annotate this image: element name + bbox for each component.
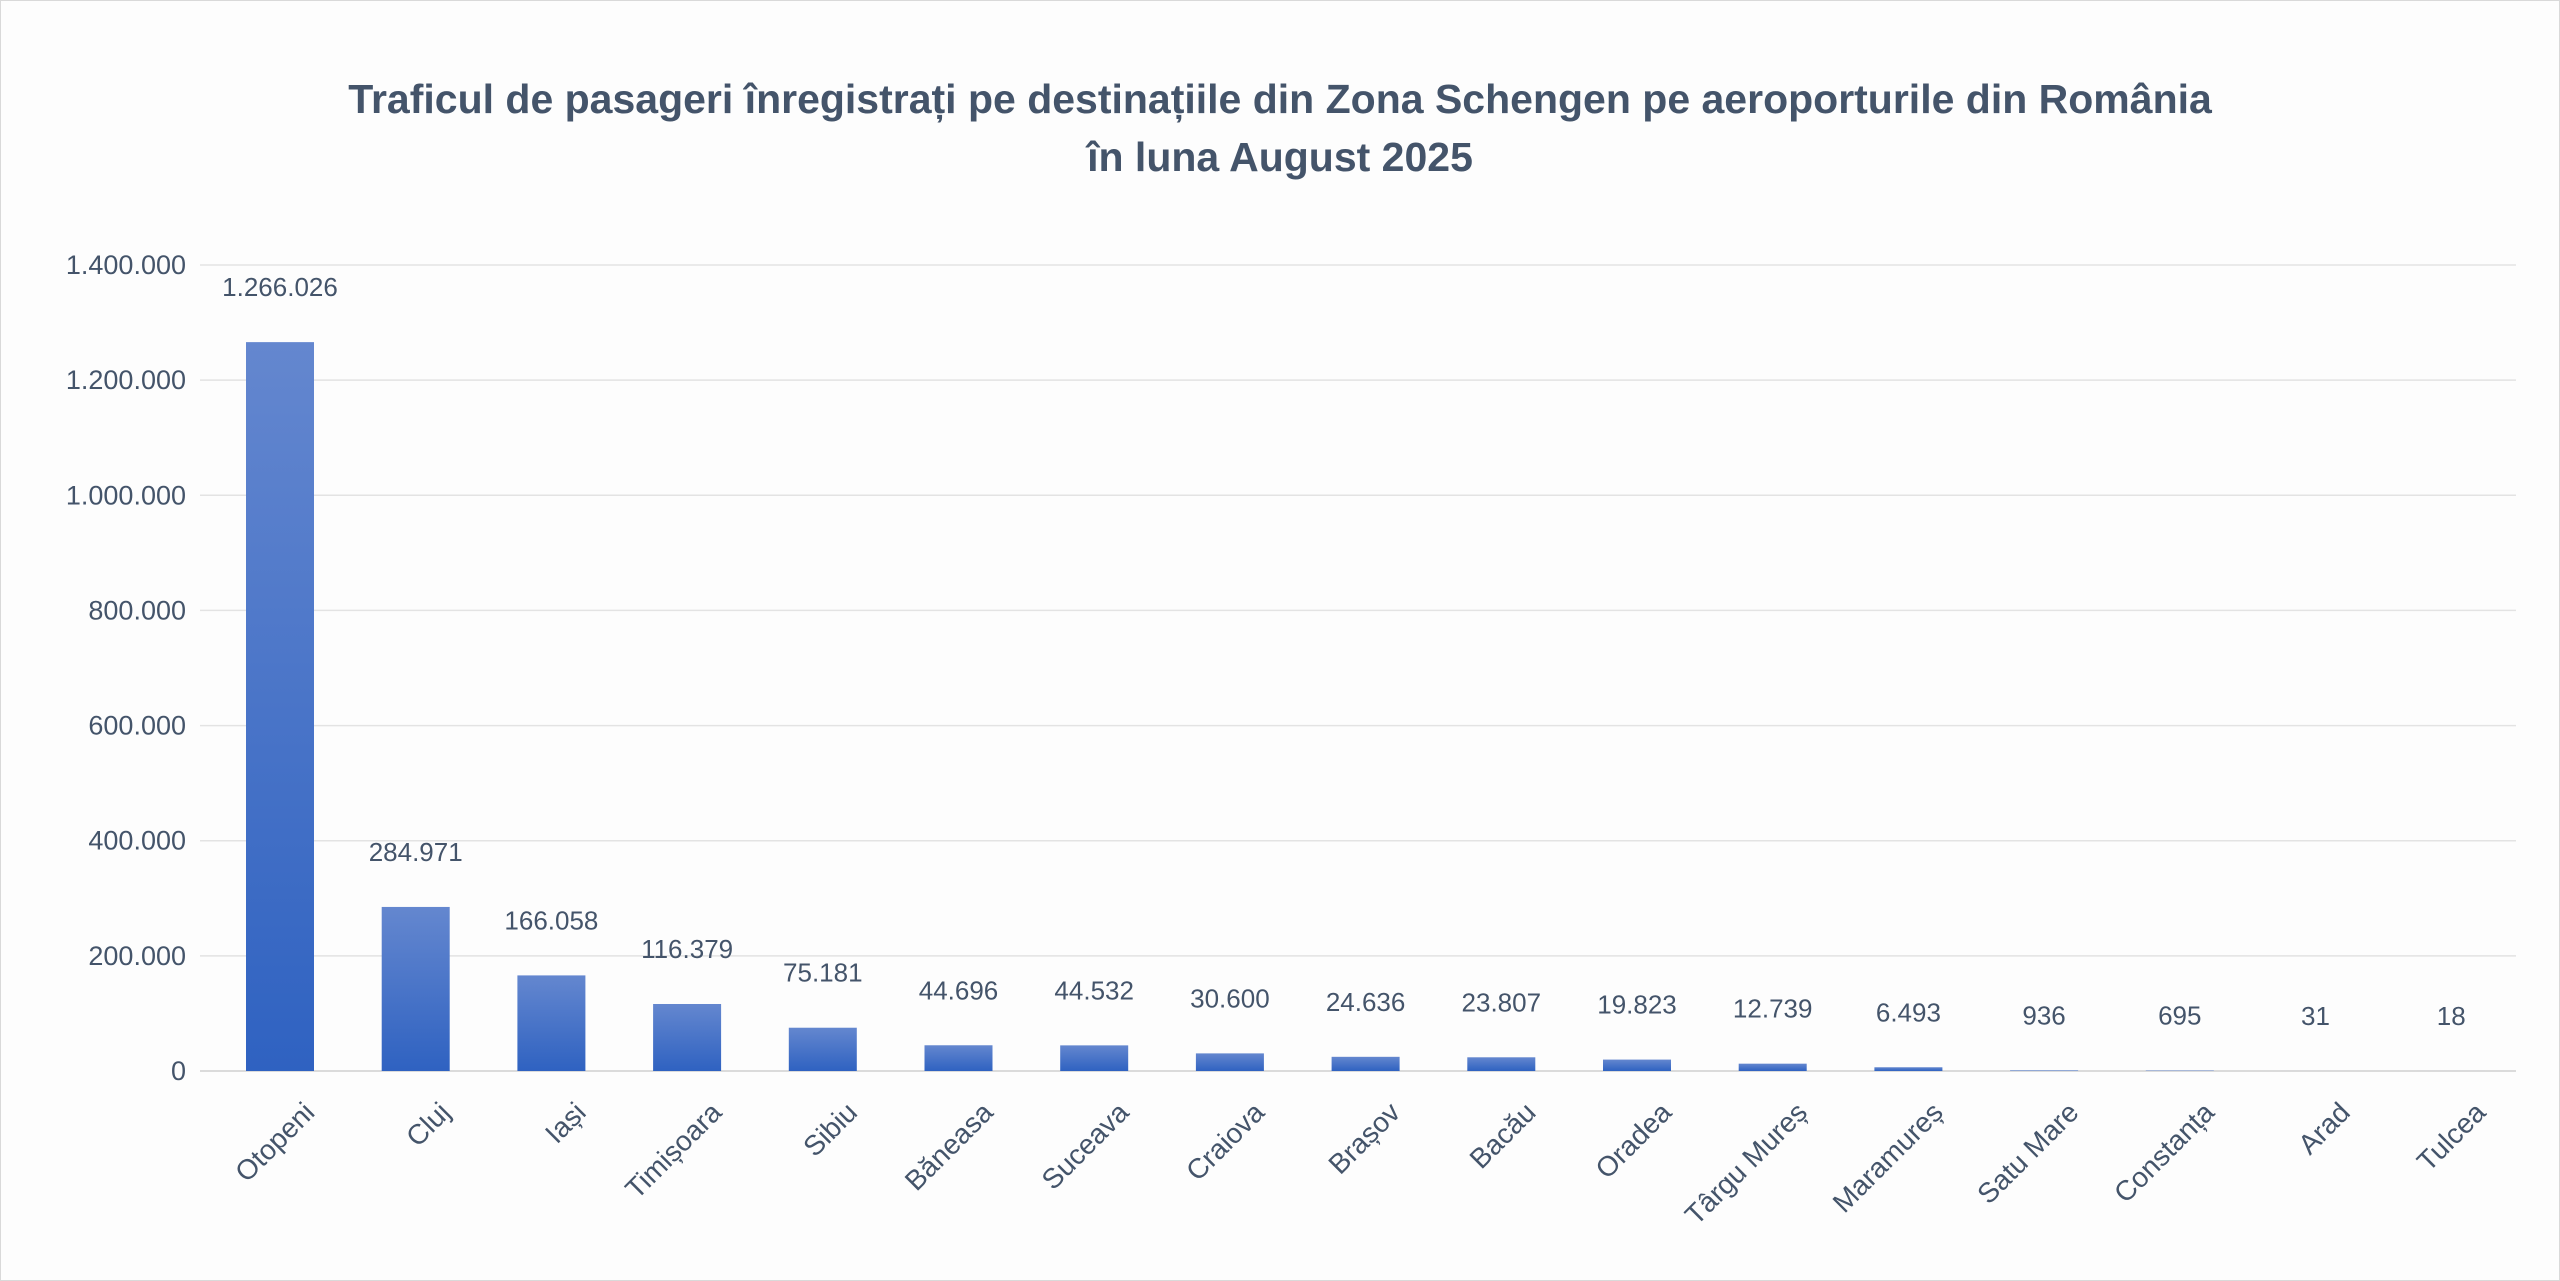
y-axis-tick-labels: 0 200.000 400.000 600.000 800.000 1.000.000 1.… <box>66 250 186 1086</box>
bar <box>381 906 450 1071</box>
category-label: Suceava <box>1036 1096 1135 1195</box>
category-label: Cluj <box>400 1096 456 1152</box>
data-label: 30.600 <box>1190 983 1270 1013</box>
data-label: 44.696 <box>919 975 999 1005</box>
data-label: 284.971 <box>369 837 463 867</box>
data-labels: 1.266.026 284.971 166.058 116.379 75.181 44.6… <box>222 272 2465 1031</box>
bar <box>1874 1067 1943 1071</box>
data-label: 12.739 <box>1733 994 1813 1024</box>
data-label: 31 <box>2301 1001 2330 1031</box>
data-label: 936 <box>2022 1000 2065 1030</box>
data-label: 695 <box>2158 1001 2201 1031</box>
bars <box>246 342 2486 1071</box>
category-label: Băneasa <box>899 1096 999 1196</box>
bar <box>1603 1059 1671 1071</box>
category-label: Craiova <box>1180 1096 1270 1186</box>
category-label: Târgu Mureș <box>1679 1096 1813 1230</box>
bar <box>1060 1045 1129 1071</box>
category-label: Oradea <box>1589 1096 1677 1184</box>
y-tick-label: 0 <box>171 1056 186 1086</box>
y-tick-label: 400.000 <box>88 826 186 856</box>
category-label: Iași <box>539 1096 592 1149</box>
data-label: 166.058 <box>504 905 598 935</box>
data-label: 23.807 <box>1462 987 1542 1017</box>
category-label: Tulcea <box>2411 1096 2492 1177</box>
y-tick-label: 1.000.000 <box>66 480 186 510</box>
data-label: 18 <box>2437 1001 2466 1031</box>
bar <box>924 1045 993 1071</box>
category-label: Brașov <box>1322 1096 1406 1180</box>
bar <box>788 1027 857 1071</box>
category-label: Bacău <box>1464 1096 1542 1174</box>
y-tick-label: 1.400.000 <box>66 250 186 280</box>
y-tick-label: 600.000 <box>88 711 186 741</box>
y-tick-label: 200.000 <box>88 941 186 971</box>
category-label: Maramureș <box>1827 1096 1949 1218</box>
x-axis-category-labels: Otopeni Cluj Iași Timișoara Sibiu Băneasa Suce… <box>229 1096 2492 1230</box>
category-label: Timișoara <box>619 1096 727 1204</box>
data-label: 6.493 <box>1876 997 1941 1027</box>
bar <box>1331 1056 1400 1071</box>
category-label: Satu Mare <box>1971 1096 2084 1209</box>
bar <box>246 342 314 1071</box>
data-label: 24.636 <box>1326 987 1406 1017</box>
data-label: 75.181 <box>783 958 863 988</box>
chart-title-block: Traficul de pasageri înregistrați pe des… <box>0 70 2560 186</box>
bar <box>1195 1053 1264 1071</box>
y-tick-label: 800.000 <box>88 595 186 625</box>
data-label: 44.532 <box>1054 975 1134 1005</box>
category-label: Arad <box>2292 1096 2356 1160</box>
category-label: Constanța <box>2108 1096 2220 1208</box>
bar <box>517 975 586 1071</box>
category-label: Otopeni <box>229 1096 320 1187</box>
bar <box>653 1003 722 1071</box>
data-label: 19.823 <box>1597 990 1677 1020</box>
category-label: Sibiu <box>797 1096 863 1162</box>
bar <box>1738 1063 1807 1071</box>
y-tick-label: 1.200.000 <box>66 365 186 395</box>
chart-title: Traficul de pasageri înregistrați pe des… <box>348 76 2212 122</box>
bar <box>2010 1070 2079 1071</box>
data-label: 1.266.026 <box>222 272 338 302</box>
chart-subtitle: în luna August 2025 <box>1087 134 1473 180</box>
data-label: 116.379 <box>641 934 733 964</box>
gridlines <box>200 264 2516 1072</box>
bar <box>1467 1057 1536 1071</box>
